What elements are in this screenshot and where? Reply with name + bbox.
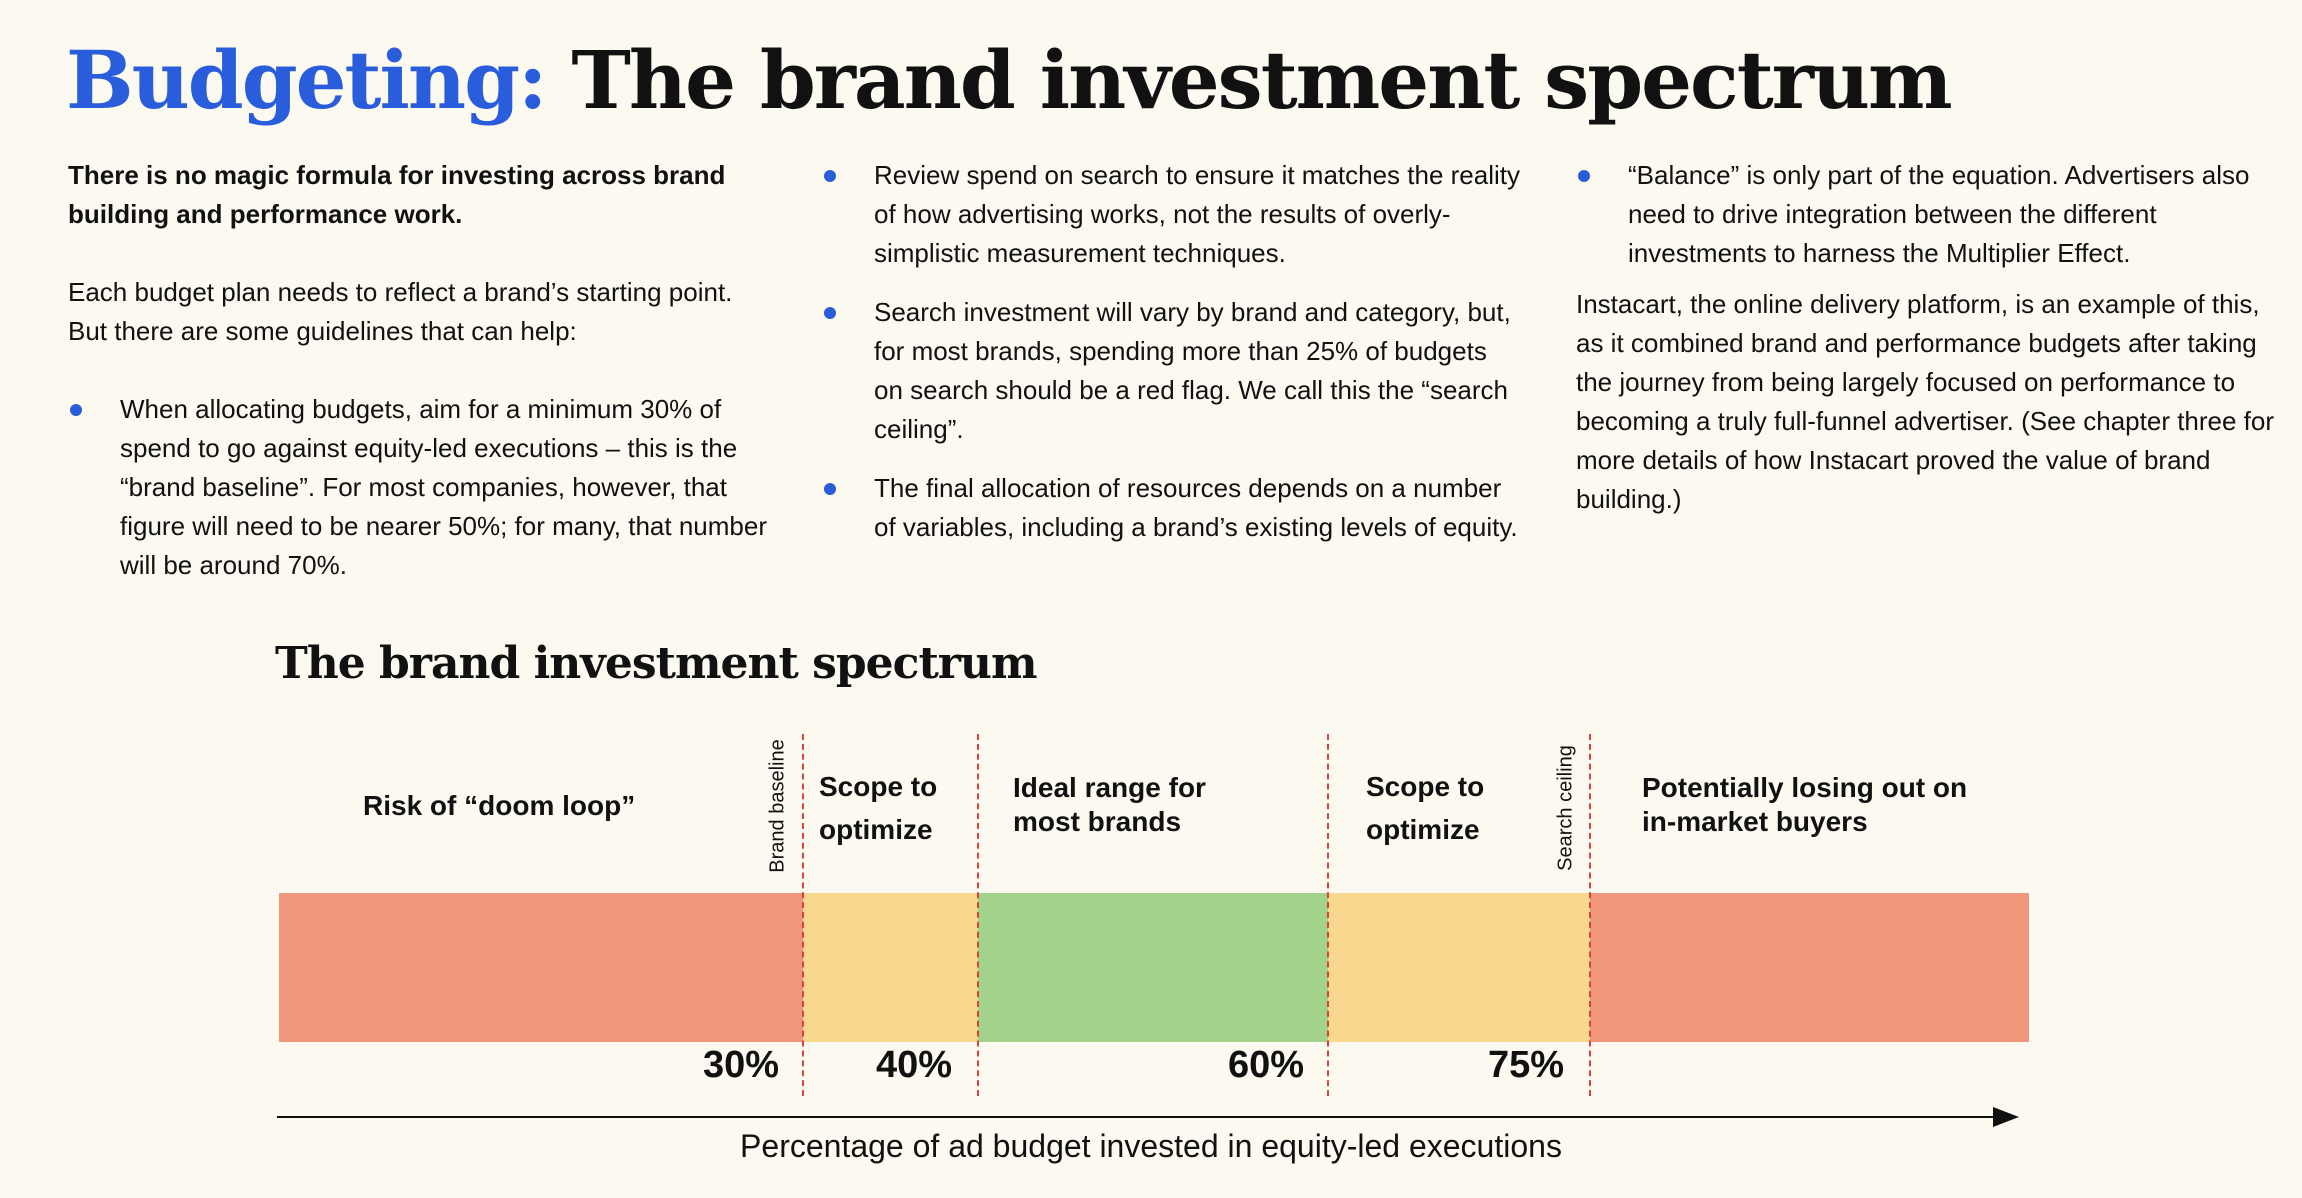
zone-bar-scope-low: [803, 893, 978, 1042]
x-axis-line: [277, 1116, 1995, 1118]
axis-arrow-icon: [1993, 1107, 2019, 1127]
guideline-column: Review spend on search to ensure it matc…: [822, 156, 1522, 567]
zone-label-doom-loop: Risk of “doom loop”: [363, 790, 636, 821]
zone-label-scope-high: Scope to optimize: [1366, 771, 1485, 845]
list-item-text: When allocating budgets, aim for a minim…: [120, 394, 767, 580]
zone-bar-ideal: [978, 893, 1328, 1042]
instacart-paragraph: Instacart, the online delivery platform,…: [1576, 289, 2275, 514]
page-title: Budgeting: The brand investment spectrum: [66, 33, 1953, 127]
list-item: Search investment will vary by brand and…: [822, 293, 1522, 449]
zone-bar-losing-buyers: [1590, 893, 2029, 1042]
lead-paragraph: There is no magic formula for investing …: [68, 160, 726, 229]
zone-bar-doom-loop: [279, 893, 803, 1042]
list-item-text: The final allocation of resources depend…: [874, 473, 1518, 542]
zone-bar-scope-high: [1328, 893, 1590, 1042]
marker-line-60: [1327, 734, 1329, 1096]
list-item-text: Review spend on search to ensure it matc…: [874, 160, 1521, 268]
list-item: Review spend on search to ensure it matc…: [822, 156, 1522, 273]
list-item-text: Search investment will vary by brand and…: [874, 297, 1511, 444]
list-item-text: “Balance” is only part of the equation. …: [1628, 160, 2250, 268]
search-ceiling-label: Search ceiling: [1554, 745, 1577, 871]
tick-label-75: 75%: [1488, 1044, 1565, 1086]
list-item: “Balance” is only part of the equation. …: [1576, 156, 2276, 273]
bullet-icon: [824, 170, 836, 182]
bullet-icon: [824, 307, 836, 319]
example-column: “Balance” is only part of the equation. …: [1576, 156, 2276, 558]
intro-paragraph: Each budget plan needs to reflect a bran…: [68, 277, 733, 346]
zone-label-ideal: Ideal range for most brands: [1013, 772, 1206, 837]
bullet-icon: [824, 483, 836, 495]
guideline-list: “Balance” is only part of the equation. …: [1576, 156, 2276, 273]
tick-label-40: 40%: [876, 1044, 953, 1086]
list-item: The final allocation of resources depend…: [822, 469, 1522, 547]
brand-baseline-label: Brand baseline: [766, 739, 789, 873]
guideline-list: When allocating budgets, aim for a minim…: [68, 390, 768, 585]
bullet-icon: [1578, 170, 1590, 182]
marker-line-brand-baseline: [802, 734, 804, 1096]
marker-line-40: [977, 734, 979, 1096]
title-accent: Budgeting:: [66, 33, 548, 127]
zone-label-scope-low: Scope to optimize: [819, 771, 938, 845]
title-text: The brand investment spectrum: [571, 33, 1952, 127]
zone-label-losing-buyers: Potentially losing out on in-market buye…: [1642, 772, 1968, 837]
bullet-icon: [70, 404, 82, 416]
tick-label-30: 30%: [703, 1044, 780, 1086]
list-item: When allocating budgets, aim for a minim…: [68, 390, 768, 585]
tick-label-60: 60%: [1228, 1044, 1305, 1086]
marker-line-search-ceiling: [1589, 734, 1591, 1096]
spectrum-title: The brand investment spectrum: [275, 638, 1037, 689]
intro-column: There is no magic formula for investing …: [68, 156, 768, 605]
x-axis-label: Percentage of ad budget invested in equi…: [740, 1128, 1562, 1164]
guideline-list: Review spend on search to ensure it matc…: [822, 156, 1522, 547]
